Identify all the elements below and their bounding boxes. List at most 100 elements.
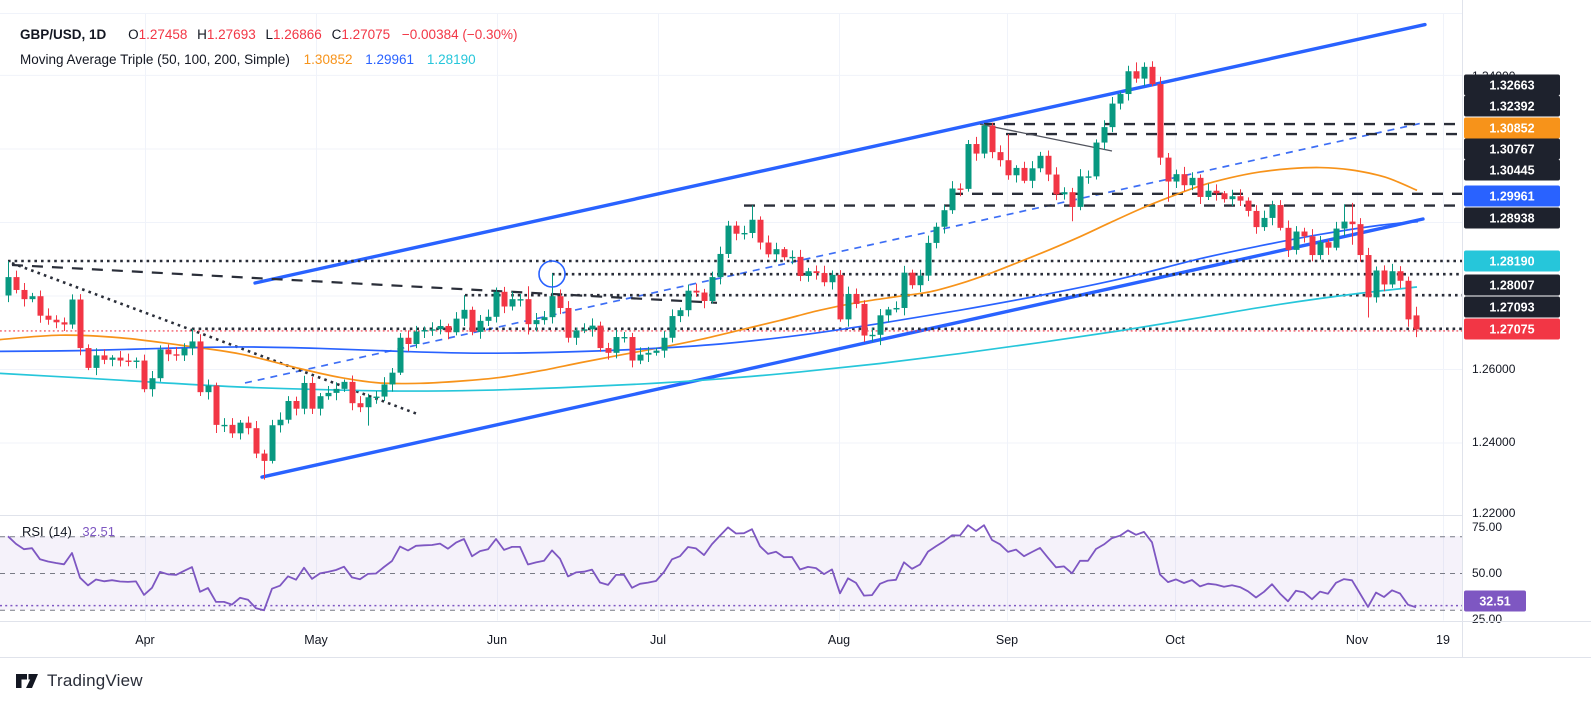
candle bbox=[301, 382, 308, 409]
price-badge-value: 1.27093 bbox=[1489, 301, 1534, 315]
candle bbox=[597, 325, 604, 349]
candle bbox=[325, 392, 332, 397]
candle bbox=[1365, 255, 1372, 298]
time-axis-label[interactable]: Jul bbox=[650, 633, 666, 647]
channel-upper-line bbox=[253, 22, 1427, 285]
candle bbox=[277, 419, 284, 426]
candle bbox=[1069, 192, 1076, 207]
candle bbox=[365, 397, 372, 408]
candle bbox=[821, 273, 828, 283]
candle bbox=[813, 271, 820, 274]
candle bbox=[1341, 221, 1348, 229]
ma-indicator-legend-row[interactable]: Moving Average Triple (50, 100, 200, Sim… bbox=[20, 47, 518, 72]
price-axis[interactable]: 1.340001.260001.240001.2200075.0050.0025… bbox=[0, 0, 1591, 658]
time-axis-label[interactable]: Oct bbox=[1165, 633, 1185, 647]
close-label: C bbox=[331, 27, 342, 42]
time-axis-label[interactable]: Aug bbox=[828, 633, 850, 647]
price-badge bbox=[1464, 95, 1560, 117]
candle bbox=[61, 322, 68, 325]
candle bbox=[1077, 176, 1084, 207]
candle bbox=[669, 316, 676, 338]
candle bbox=[213, 385, 220, 425]
channel-mid-dashed-line bbox=[244, 122, 1423, 384]
candle bbox=[781, 249, 788, 258]
high-label: H bbox=[197, 27, 207, 42]
candle bbox=[773, 249, 780, 255]
candle bbox=[493, 291, 500, 317]
price-badge bbox=[1464, 185, 1560, 207]
price-badge bbox=[1464, 296, 1560, 318]
candle bbox=[1181, 174, 1188, 186]
candle bbox=[85, 348, 92, 368]
candle bbox=[221, 424, 228, 427]
candle bbox=[805, 271, 812, 276]
ma50-value: 1.30852 bbox=[303, 52, 353, 67]
ma-indicator-title[interactable]: Moving Average Triple (50, 100, 200, Sim… bbox=[20, 52, 290, 67]
candle bbox=[1373, 270, 1380, 298]
time-axis-label[interactable]: Nov bbox=[1346, 633, 1369, 647]
rsi-badge-value: 32.51 bbox=[1479, 595, 1510, 609]
price-badge-value: 1.28938 bbox=[1489, 212, 1534, 226]
price-axis-tick: 1.26000 bbox=[1472, 362, 1516, 376]
candle bbox=[869, 334, 876, 337]
price-axis-tick: 1.24000 bbox=[1472, 435, 1516, 449]
time-axis-label[interactable]: May bbox=[304, 633, 328, 647]
candle bbox=[453, 318, 460, 333]
candle bbox=[1109, 103, 1116, 128]
candle bbox=[133, 360, 140, 362]
candle bbox=[1285, 227, 1292, 250]
candle bbox=[101, 355, 108, 360]
candle bbox=[645, 352, 652, 355]
rsi-title[interactable]: RSI bbox=[22, 524, 44, 539]
symbol-name[interactable]: GBP/USD, bbox=[20, 27, 86, 42]
circle-marker[interactable] bbox=[538, 260, 566, 288]
candle bbox=[1085, 176, 1092, 178]
candle bbox=[45, 315, 52, 320]
candle bbox=[189, 341, 196, 349]
candle bbox=[245, 422, 252, 429]
rsi-axis-tick: 75.00 bbox=[1472, 520, 1502, 534]
candle bbox=[533, 320, 540, 325]
candle bbox=[573, 330, 580, 338]
high-value: 1.27693 bbox=[206, 27, 256, 42]
candle bbox=[5, 277, 12, 296]
time-axis[interactable]: Apr May Jun Jul Aug Sep Oct Nov 19 bbox=[135, 633, 1450, 647]
candle bbox=[1005, 160, 1012, 176]
candle bbox=[373, 396, 380, 398]
candle bbox=[1221, 193, 1228, 200]
candle bbox=[109, 357, 116, 360]
candle bbox=[285, 400, 292, 420]
candle bbox=[437, 325, 444, 330]
candle bbox=[917, 275, 924, 286]
price-badge-value: 1.32663 bbox=[1489, 79, 1534, 93]
candle bbox=[1229, 196, 1236, 200]
ma-line-sma200 bbox=[0, 286, 1418, 392]
interval-label[interactable]: 1D bbox=[89, 27, 107, 42]
candle bbox=[357, 403, 364, 408]
candle bbox=[509, 299, 516, 307]
low-label: L bbox=[265, 27, 273, 42]
rsi-indicator-legend[interactable]: RSI (14) 32.51 bbox=[22, 524, 115, 539]
time-axis-label[interactable]: 19 bbox=[1436, 633, 1450, 647]
candle bbox=[1101, 127, 1108, 143]
candle bbox=[949, 188, 956, 211]
change-value: −0.00384 (−0.30%) bbox=[401, 27, 518, 42]
candle bbox=[69, 299, 76, 325]
channel-lower-line bbox=[260, 217, 1425, 479]
symbol-legend-row[interactable]: GBP/USD, 1D O1.27458 H1.27693 L1.26866 C… bbox=[20, 22, 518, 47]
tradingview-watermark[interactable]: TradingView bbox=[14, 668, 143, 694]
candle bbox=[1253, 210, 1260, 228]
candle bbox=[1261, 217, 1268, 228]
candle bbox=[261, 453, 268, 461]
time-axis-label[interactable]: Sep bbox=[996, 633, 1018, 647]
candle bbox=[885, 309, 892, 316]
time-axis-label[interactable]: Apr bbox=[135, 633, 154, 647]
candle bbox=[765, 242, 772, 255]
candle bbox=[21, 289, 28, 300]
drawings bbox=[0, 22, 1462, 479]
candle bbox=[909, 272, 916, 286]
candle bbox=[229, 424, 236, 434]
time-axis-label[interactable]: Jun bbox=[487, 633, 507, 647]
candle bbox=[1357, 224, 1364, 256]
